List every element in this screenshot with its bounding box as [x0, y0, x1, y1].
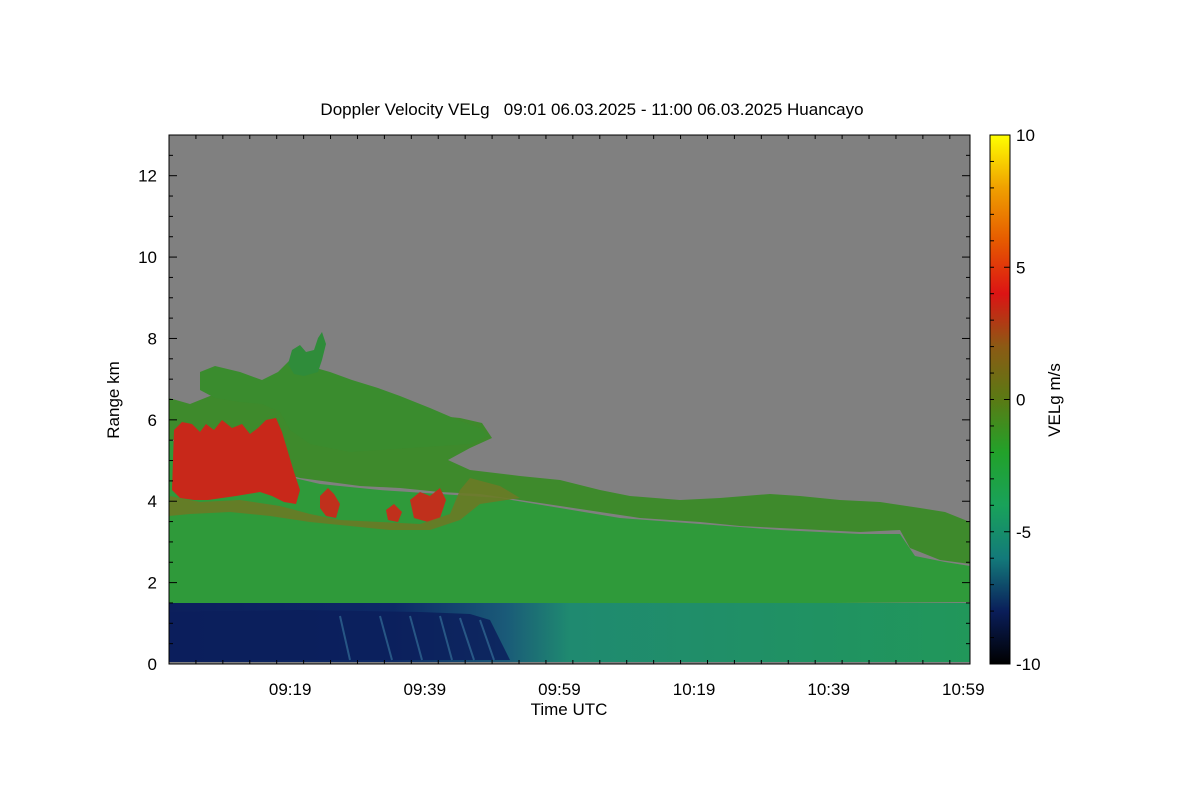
colorbar-title: VELg m/s — [1045, 363, 1064, 437]
strong-downward-layer — [169, 610, 510, 660]
x-axis: 09:19 09:39 09:59 10:19 10:39 10:59 — [195, 135, 985, 699]
x-tick-label: 10:59 — [942, 680, 985, 699]
lower-green-fill — [169, 440, 970, 608]
x-tick-label: 10:19 — [673, 680, 716, 699]
colorbar-ticks: 10 5 0 -5 -10 — [990, 126, 1041, 674]
y-tick-label: 4 — [148, 492, 157, 511]
y-tick-label: 8 — [148, 329, 157, 348]
colorbar-tick-label: 10 — [1016, 126, 1035, 145]
y-tick-label: 0 — [148, 655, 157, 674]
x-tick-label: 09:59 — [538, 680, 581, 699]
y-tick-label: 10 — [138, 248, 157, 267]
colorbar-tick-label: -5 — [1016, 523, 1031, 542]
y-tick-label: 2 — [148, 574, 157, 593]
elevated-plume — [288, 332, 326, 376]
y-axis: 0 2 4 6 8 10 12 — [138, 134, 970, 674]
x-axis-title: Time UTC — [531, 700, 608, 719]
x-tick-label: 10:39 — [807, 680, 850, 699]
colorbar-tick-label: -10 — [1016, 655, 1041, 674]
updraft-cells-2 — [320, 488, 446, 522]
y-tick-label: 6 — [148, 411, 157, 430]
chart-title: Doppler Velocity VELg 09:01 06.03.2025 -… — [320, 100, 863, 119]
updraft-cells — [172, 418, 300, 504]
updraft-transition — [169, 478, 520, 530]
colorbar-tick-label: 0 — [1016, 391, 1025, 410]
y-axis-title: Range km — [104, 361, 123, 438]
colorbar-tick-label: 5 — [1016, 258, 1025, 277]
colorbar: 10 5 0 -5 -10 VELg m/s — [989, 126, 1064, 674]
downward-streaks — [339, 615, 495, 661]
elevated-layer — [200, 350, 488, 452]
x-tick-label: 09:19 — [269, 680, 312, 699]
plot-area — [169, 135, 970, 664]
x-tick-label: 09:39 — [404, 680, 447, 699]
y-tick-label: 12 — [138, 167, 157, 186]
